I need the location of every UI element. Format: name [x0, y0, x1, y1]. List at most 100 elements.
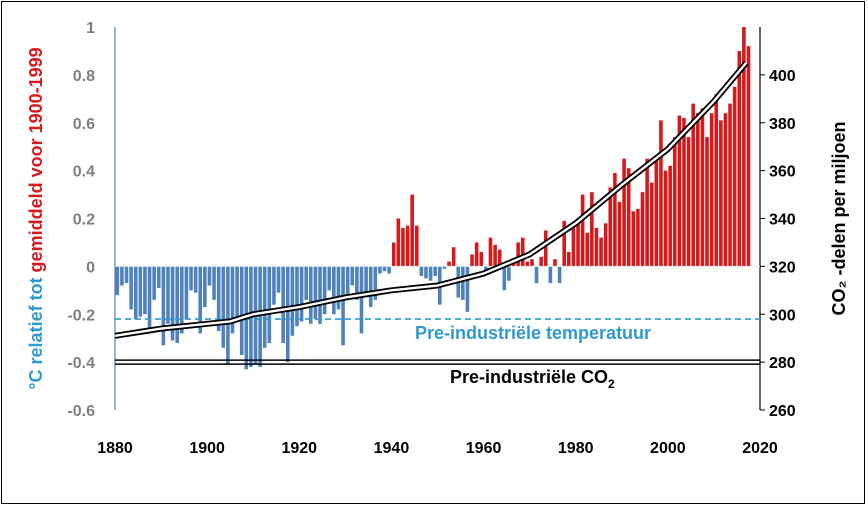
temperature-bar: [617, 201, 622, 267]
temperature-bar: [120, 266, 124, 286]
temperature-bar: [507, 266, 511, 281]
y-right-tick-label: 260: [769, 403, 796, 420]
temperature-bar: [180, 266, 184, 334]
temperature-bar: [336, 266, 341, 310]
temperature-bar: [147, 266, 152, 332]
temperature-bar: [373, 266, 378, 300]
temperature-bar: [723, 113, 728, 267]
temperature-bar: [322, 266, 327, 315]
temperature-bar: [488, 237, 493, 267]
y-right-tick-label: 280: [769, 355, 796, 372]
temperature-bar: [465, 266, 470, 312]
temperature-bar: [345, 266, 350, 296]
temperature-bar: [543, 230, 548, 267]
temperature-bar: [378, 266, 382, 274]
temperature-bar: [442, 266, 447, 269]
temperature-bar: [576, 218, 580, 267]
temperature-bar: [732, 86, 737, 267]
temperature-bar: [447, 261, 451, 267]
temperature-bar: [304, 266, 308, 300]
temperature-bar: [479, 252, 484, 267]
preindustrial-temperature-label: Pre-industriële temperatuur: [415, 323, 651, 343]
temperature-bar: [640, 192, 645, 267]
temperature-bar: [548, 266, 553, 284]
temperature-bar: [645, 158, 649, 267]
y-left-tick-label: 0.6: [73, 116, 95, 133]
y-left-tick-label: 0.8: [73, 68, 95, 85]
temperature-bar: [115, 266, 120, 296]
y-right-axis-label: CO₂ -delen per miljoen: [829, 121, 849, 315]
temperature-bar: [239, 266, 244, 355]
temperature-bar: [414, 225, 419, 267]
x-tick-label: 1900: [189, 440, 225, 457]
temperature-bar: [746, 46, 751, 267]
preindustrial-co2-label: Pre-industriële CO2: [450, 367, 615, 391]
temperature-bar: [391, 242, 396, 267]
temperature-bar: [428, 266, 433, 281]
temperature-bar: [170, 266, 175, 341]
temperature-bar: [184, 266, 189, 320]
temperature-bar: [520, 237, 525, 267]
temperature-bar: [368, 266, 373, 308]
temperature-bar: [525, 261, 530, 267]
temperature-bar: [226, 266, 230, 365]
temperature-bar: [719, 120, 723, 267]
temperature-bar: [484, 266, 488, 272]
y-right-tick-label: 320: [769, 259, 796, 276]
temperature-bar: [359, 266, 364, 334]
temperature-bar: [742, 27, 746, 267]
temperature-bar: [585, 232, 590, 267]
temperature-bar: [152, 266, 156, 300]
temperature-bar: [613, 173, 617, 267]
temperature-bar: [571, 225, 576, 267]
temperature-bar: [682, 117, 686, 267]
temperature-bar: [497, 249, 502, 267]
temperature-bar: [410, 194, 414, 267]
temperature-bar: [295, 266, 299, 327]
temperature-bar: [276, 266, 281, 293]
temperature-bar: [728, 103, 732, 267]
temperature-bar: [332, 266, 336, 315]
temperature-bar: [166, 266, 170, 324]
temperature-bar: [235, 266, 239, 317]
temperature-bar: [714, 94, 719, 267]
temperature-bar: [622, 158, 626, 267]
y-left-tick-label: -0.4: [67, 355, 95, 372]
y-right-tick-label: 400: [769, 68, 796, 85]
temperature-bar: [608, 187, 613, 267]
temperature-bar: [590, 192, 594, 267]
temperature-bar: [189, 266, 193, 291]
temperature-bar: [557, 266, 562, 284]
temperature-bar: [663, 170, 668, 267]
temperature-bar: [401, 228, 405, 267]
temperature-bar: [700, 108, 705, 267]
temperature-bar: [124, 266, 129, 284]
temperature-bar: [290, 266, 295, 336]
temperature-bar: [318, 266, 322, 324]
y-left-tick-label: -0.6: [67, 403, 95, 420]
x-tick-label: 1940: [374, 440, 410, 457]
y-right-tick-label: 300: [769, 307, 796, 324]
co2-curve: [114, 62, 748, 337]
temperature-bar: [553, 259, 557, 267]
temperature-bar: [355, 266, 359, 300]
temperature-bar: [599, 237, 603, 267]
temperature-bar: [138, 266, 143, 317]
temperature-bar: [530, 259, 534, 267]
y-left-tick-label: 0: [86, 259, 95, 276]
co2-subscript: 2: [608, 377, 615, 391]
temperature-bar: [433, 266, 437, 276]
temperature-bar: [258, 266, 262, 367]
temperature-bar: [649, 182, 654, 267]
temperature-bar: [382, 266, 387, 272]
temperature-bar: [626, 168, 631, 267]
temperature-bar: [285, 266, 290, 363]
x-tick-label: 1920: [281, 440, 317, 457]
temperature-bar: [709, 113, 714, 267]
temperature-bar: [396, 218, 401, 267]
temperature-bar: [207, 266, 212, 286]
temperature-bar: [659, 120, 663, 267]
temperature-bar: [212, 266, 216, 300]
temperature-bar: [175, 266, 179, 343]
